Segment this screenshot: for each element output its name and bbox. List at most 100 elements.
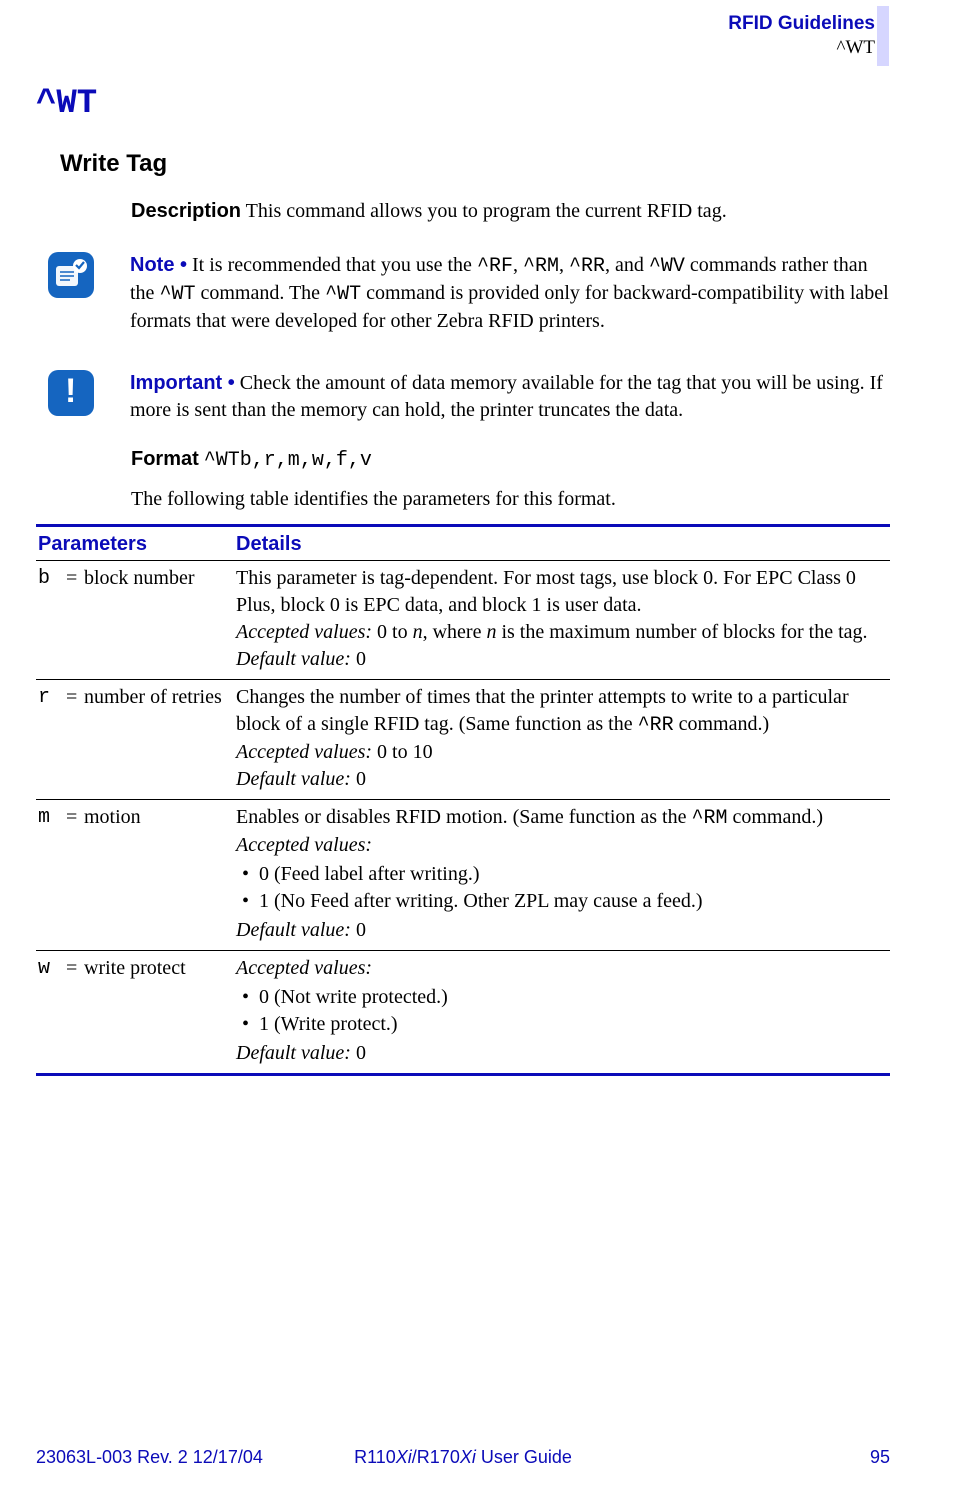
- accepted-label: Accepted values:: [236, 957, 372, 979]
- note-text-part: It is recommended that you use the: [192, 254, 477, 276]
- page-subtitle: Write Tag: [60, 150, 167, 178]
- description-text: This command allows you to program the c…: [246, 200, 727, 222]
- accepted-label: Accepted values:: [236, 834, 372, 856]
- note-code: ^WT: [325, 283, 361, 306]
- table-row: w = write protect Accepted values: 0 (No…: [36, 951, 890, 1076]
- details-cell: This parameter is tag-dependent. For mos…: [236, 565, 890, 673]
- default-label: Default value:: [236, 768, 351, 790]
- footer-center-text: R110: [354, 1447, 396, 1467]
- footer-center-ital: Xi: [460, 1447, 476, 1467]
- details-cell: Enables or disables RFID motion. (Same f…: [236, 804, 890, 944]
- list-item: 1 (No Feed after writing. Other ZPL may …: [236, 888, 886, 915]
- param-accepted: Accepted values:: [236, 955, 886, 982]
- table-row: m = motion Enables or disables RFID moti…: [36, 800, 890, 951]
- param-name: number of retries: [84, 684, 236, 793]
- format-value: ^WTb,r,m,w,f,v: [204, 449, 372, 472]
- param-eq: =: [66, 804, 84, 944]
- page-footer: 23063L-003 Rev. 2 12/17/04 R110Xi/R170Xi…: [36, 1447, 890, 1468]
- note-icon: [48, 252, 94, 298]
- table-intro: The following table identifies the param…: [131, 488, 890, 511]
- default-value: 0: [351, 768, 366, 790]
- accepted-label: Accepted values:: [236, 621, 372, 643]
- param-eq: =: [66, 684, 84, 793]
- accepted-n: n: [486, 621, 496, 643]
- note-code: ^RF: [477, 255, 513, 278]
- description-label: Description: [131, 200, 241, 222]
- note-text-part: ,: [513, 254, 523, 276]
- default-label: Default value:: [236, 648, 351, 670]
- desc-text: command.): [674, 713, 770, 735]
- param-code: w: [38, 955, 66, 1067]
- param-cell: m = motion: [36, 804, 236, 944]
- accepted-label: Accepted values:: [236, 741, 372, 763]
- param-accepted: Accepted values: 0 to n, where n is the …: [236, 619, 886, 646]
- note-code: ^WV: [649, 255, 685, 278]
- format-block: Format ^WTb,r,m,w,f,v: [131, 448, 890, 472]
- note-code: ^RM: [523, 255, 559, 278]
- param-cell: b = block number: [36, 565, 236, 673]
- header-details: Details: [236, 533, 890, 556]
- footer-center-ital: Xi: [396, 1447, 412, 1467]
- param-eq: =: [66, 955, 84, 1067]
- table-row: r = number of retries Changes the number…: [36, 680, 890, 800]
- desc-code: ^RR: [638, 714, 674, 737]
- default-label: Default value:: [236, 1042, 351, 1064]
- param-cell: r = number of retries: [36, 684, 236, 793]
- param-desc: Changes the number of times that the pri…: [236, 684, 886, 739]
- list-item: 1 (Write protect.): [236, 1011, 886, 1038]
- description-block: Description This command allows you to p…: [131, 200, 890, 223]
- accepted-value: 0 to 10: [372, 741, 433, 763]
- param-name: write protect: [84, 955, 236, 1067]
- note-row: Note • It is recommended that you use th…: [48, 252, 890, 335]
- desc-text: command.): [728, 806, 824, 828]
- accepted-text: 0 to: [372, 621, 413, 643]
- accepted-options: 0 (Feed label after writing.) 1 (No Feed…: [236, 861, 886, 915]
- important-icon: [48, 370, 94, 416]
- param-name: motion: [84, 804, 236, 944]
- param-accepted: Accepted values: 0 to 10: [236, 739, 886, 766]
- table-row: b = block number This parameter is tag-d…: [36, 561, 890, 680]
- default-value: 0: [351, 919, 366, 941]
- footer-center-text: User Guide: [476, 1447, 572, 1467]
- param-default: Default value: 0: [236, 1040, 886, 1067]
- accepted-n: n: [413, 621, 423, 643]
- desc-code: ^RM: [691, 807, 727, 830]
- param-code: r: [38, 684, 66, 793]
- details-cell: Changes the number of times that the pri…: [236, 684, 890, 793]
- default-label: Default value:: [236, 919, 351, 941]
- important-text: Important • Check the amount of data mem…: [130, 370, 890, 424]
- param-code: b: [38, 565, 66, 673]
- footer-center: R110Xi/R170Xi User Guide: [36, 1447, 890, 1468]
- default-value: 0: [351, 1042, 366, 1064]
- accepted-options: 0 (Not write protected.) 1 (Write protec…: [236, 984, 886, 1038]
- default-value: 0: [351, 648, 366, 670]
- param-default: Default value: 0: [236, 646, 886, 673]
- important-text-body: Check the amount of data memory availabl…: [130, 372, 883, 421]
- param-accepted: Accepted values:: [236, 832, 886, 859]
- desc-text: Enables or disables RFID motion. (Same f…: [236, 806, 691, 828]
- format-label: Format: [131, 448, 199, 470]
- note-code: ^RR: [569, 255, 605, 278]
- param-desc: Enables or disables RFID motion. (Same f…: [236, 804, 886, 832]
- param-desc: This parameter is tag-dependent. For mos…: [236, 565, 886, 619]
- details-cell: Accepted values: 0 (Not write protected.…: [236, 955, 890, 1067]
- param-default: Default value: 0: [236, 766, 886, 793]
- note-text-part: , and: [605, 254, 649, 276]
- param-default: Default value: 0: [236, 917, 886, 944]
- accepted-text: , where: [423, 621, 487, 643]
- parameters-table: Parameters Details b = block number This…: [36, 524, 890, 1076]
- param-name: block number: [84, 565, 236, 673]
- param-code: m: [38, 804, 66, 944]
- note-text: Note • It is recommended that you use th…: [130, 252, 890, 335]
- important-label: Important •: [130, 372, 235, 394]
- header-title: RFID Guidelines: [728, 12, 875, 36]
- note-code: ^WT: [159, 283, 195, 306]
- important-row: Important • Check the amount of data mem…: [48, 370, 890, 424]
- note-label: Note •: [130, 254, 187, 276]
- header-sub: ^WT: [728, 36, 875, 60]
- table-header-row: Parameters Details: [36, 524, 890, 561]
- footer-center-text: /R170: [412, 1447, 460, 1467]
- param-eq: =: [66, 565, 84, 673]
- note-text-part: ,: [559, 254, 569, 276]
- param-cell: w = write protect: [36, 955, 236, 1067]
